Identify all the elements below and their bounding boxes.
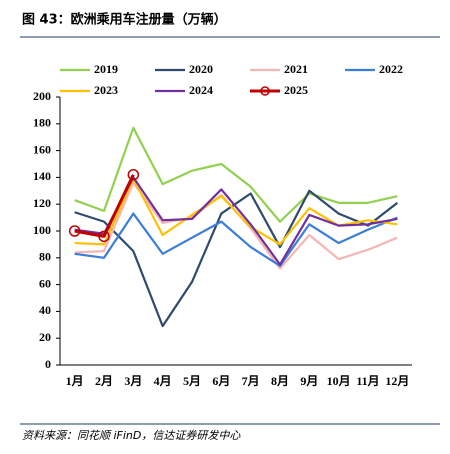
legend-label: 2020	[189, 62, 213, 76]
series-marker	[98, 230, 110, 243]
series-line	[74, 189, 399, 328]
x-tick-label: 7月	[242, 374, 260, 388]
legend-label: 2021	[284, 62, 308, 76]
x-tick-label: 4月	[154, 374, 172, 388]
y-tick-label: 160	[33, 142, 51, 156]
series-marker	[127, 168, 140, 181]
legend-label: 2019	[94, 62, 118, 76]
y-tick-label: 120	[33, 196, 51, 210]
legend-label: 2023	[94, 83, 118, 97]
x-tick-label: 1月	[66, 374, 84, 388]
series-line	[74, 212, 398, 267]
series-line	[74, 176, 398, 266]
x-tick-label: 12月	[385, 374, 409, 388]
x-tick-label: 9月	[300, 374, 318, 388]
x-tick-label: 5月	[183, 374, 201, 388]
x-tick-label: 2月	[95, 374, 113, 388]
legend-label: 2022	[379, 62, 403, 76]
x-tick-label: 6月	[212, 374, 230, 388]
y-tick-label: 80	[39, 250, 51, 264]
legend-label: 2024	[189, 83, 213, 97]
y-tick-label: 0	[45, 357, 51, 371]
y-tick-label: 140	[33, 169, 51, 183]
y-tick-label: 100	[33, 223, 51, 237]
y-tick-label: 200	[33, 89, 51, 103]
source-note: 资料来源：同花顺 iFinD，信达证券研发中心	[22, 429, 241, 442]
y-tick-label: 20	[39, 330, 51, 344]
series-line	[74, 126, 398, 223]
x-tick-label: 3月	[124, 374, 142, 388]
y-tick-label: 60	[39, 276, 51, 290]
y-tick-label: 40	[39, 303, 51, 317]
x-tick-label: 8月	[271, 374, 289, 388]
x-tick-label: 10月	[327, 374, 351, 388]
series-marker	[68, 225, 81, 237]
legend-label: 2025	[284, 83, 308, 97]
chart-title: 图 43：欧洲乘用车注册量（万辆）	[22, 12, 227, 28]
x-tick-label: 11月	[356, 374, 379, 388]
y-tick-label: 180	[33, 116, 51, 130]
legend-marker	[260, 86, 270, 96]
series-line	[74, 174, 135, 238]
